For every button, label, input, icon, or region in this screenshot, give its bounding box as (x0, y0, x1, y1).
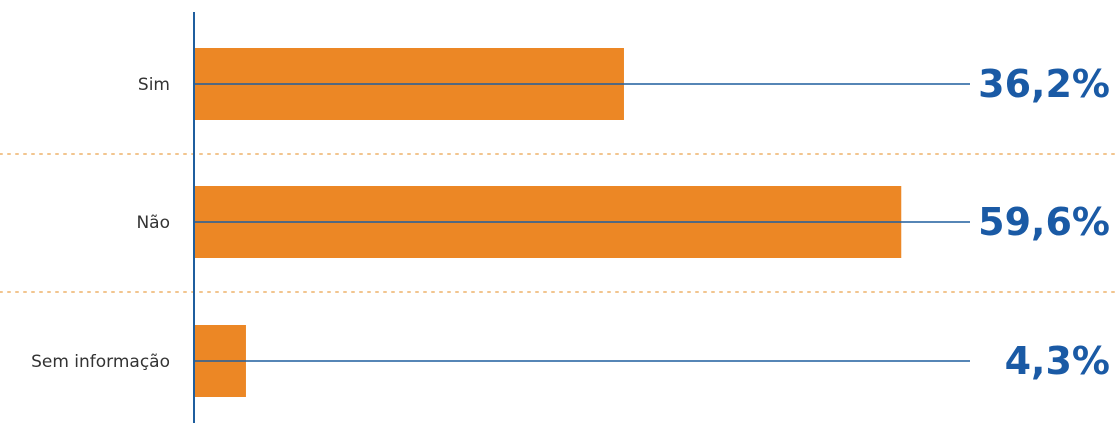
category-label-2: Não (136, 213, 170, 233)
value-label-2: 59,6% (978, 200, 1110, 244)
value-label-3: 4,3% (1005, 339, 1110, 383)
category-label-1: Sim (138, 75, 170, 95)
category-label-3: Sem informação (31, 352, 170, 372)
value-label-1: 36,2% (978, 62, 1110, 106)
